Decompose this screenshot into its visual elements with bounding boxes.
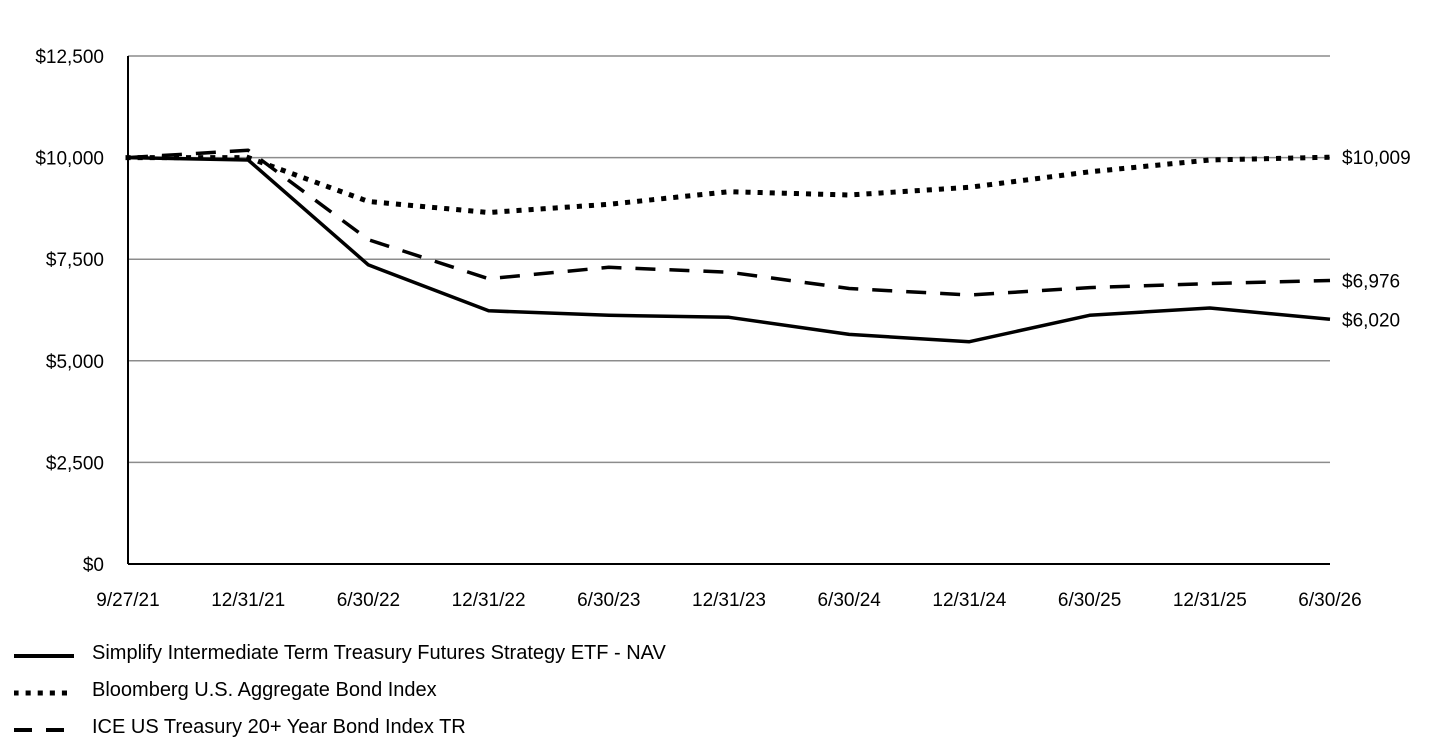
series-line-dotted — [125, 154, 1333, 215]
grid-lines — [128, 55, 1330, 464]
y-tick-label: $10,000 — [35, 149, 104, 170]
x-tick-label: 12/31/24 — [932, 590, 1006, 611]
x-tick-label: 12/31/22 — [452, 590, 526, 611]
legend-swatch-dashed — [14, 728, 74, 732]
series-end-label: $10,009 — [1342, 148, 1411, 169]
series-end-labels: $6,020 $10,009 $6,976 — [1342, 148, 1411, 331]
x-tick-label: 12/31/25 — [1173, 590, 1247, 611]
legend-swatch-solid — [14, 654, 74, 658]
x-tick-label: 12/31/21 — [211, 590, 285, 611]
x-tick-label: 6/30/22 — [337, 590, 400, 611]
legend-item-treasury: ICE US Treasury 20+ Year Bond Index TR — [14, 714, 914, 744]
series-end-label: $6,020 — [1342, 310, 1400, 331]
y-tick-label: $2,500 — [46, 453, 104, 474]
y-tick-label: $0 — [83, 555, 104, 576]
legend-label-nav: Simplify Intermediate Term Treasury Futu… — [92, 642, 666, 664]
series-lines — [125, 148, 1333, 344]
x-axis-tick-labels: 9/27/21 12/31/21 6/30/22 12/31/22 6/30/23 12/… — [96, 590, 1361, 611]
legend-label-treasury: ICE US Treasury 20+ Year Bond Index TR — [92, 716, 466, 738]
y-tick-label: $12,500 — [35, 47, 104, 68]
x-tick-label: 9/27/21 — [96, 590, 159, 611]
legend-item-nav: Simplify Intermediate Term Treasury Futu… — [14, 640, 914, 670]
x-tick-label: 6/30/24 — [817, 590, 881, 611]
y-axis-tick-labels: $0 $2,500 $5,000 $7,500 $10,000 $12,500 — [35, 47, 104, 576]
x-tick-label: 6/30/26 — [1298, 590, 1361, 611]
x-tick-label: 6/30/23 — [577, 590, 640, 611]
axes — [127, 56, 1330, 565]
legend-item-aggregate: Bloomberg U.S. Aggregate Bond Index — [14, 677, 914, 707]
legend-swatch-dotted — [14, 690, 76, 696]
series-line-solid — [127, 155, 1331, 344]
series-end-label: $6,976 — [1342, 271, 1400, 292]
x-tick-label: 6/30/25 — [1058, 590, 1121, 611]
legend-label-aggregate: Bloomberg U.S. Aggregate Bond Index — [92, 679, 437, 701]
series-line-dashed — [127, 148, 1331, 297]
x-tick-label: 12/31/23 — [692, 590, 766, 611]
y-tick-label: $5,000 — [46, 352, 104, 373]
y-tick-label: $7,500 — [46, 250, 104, 271]
